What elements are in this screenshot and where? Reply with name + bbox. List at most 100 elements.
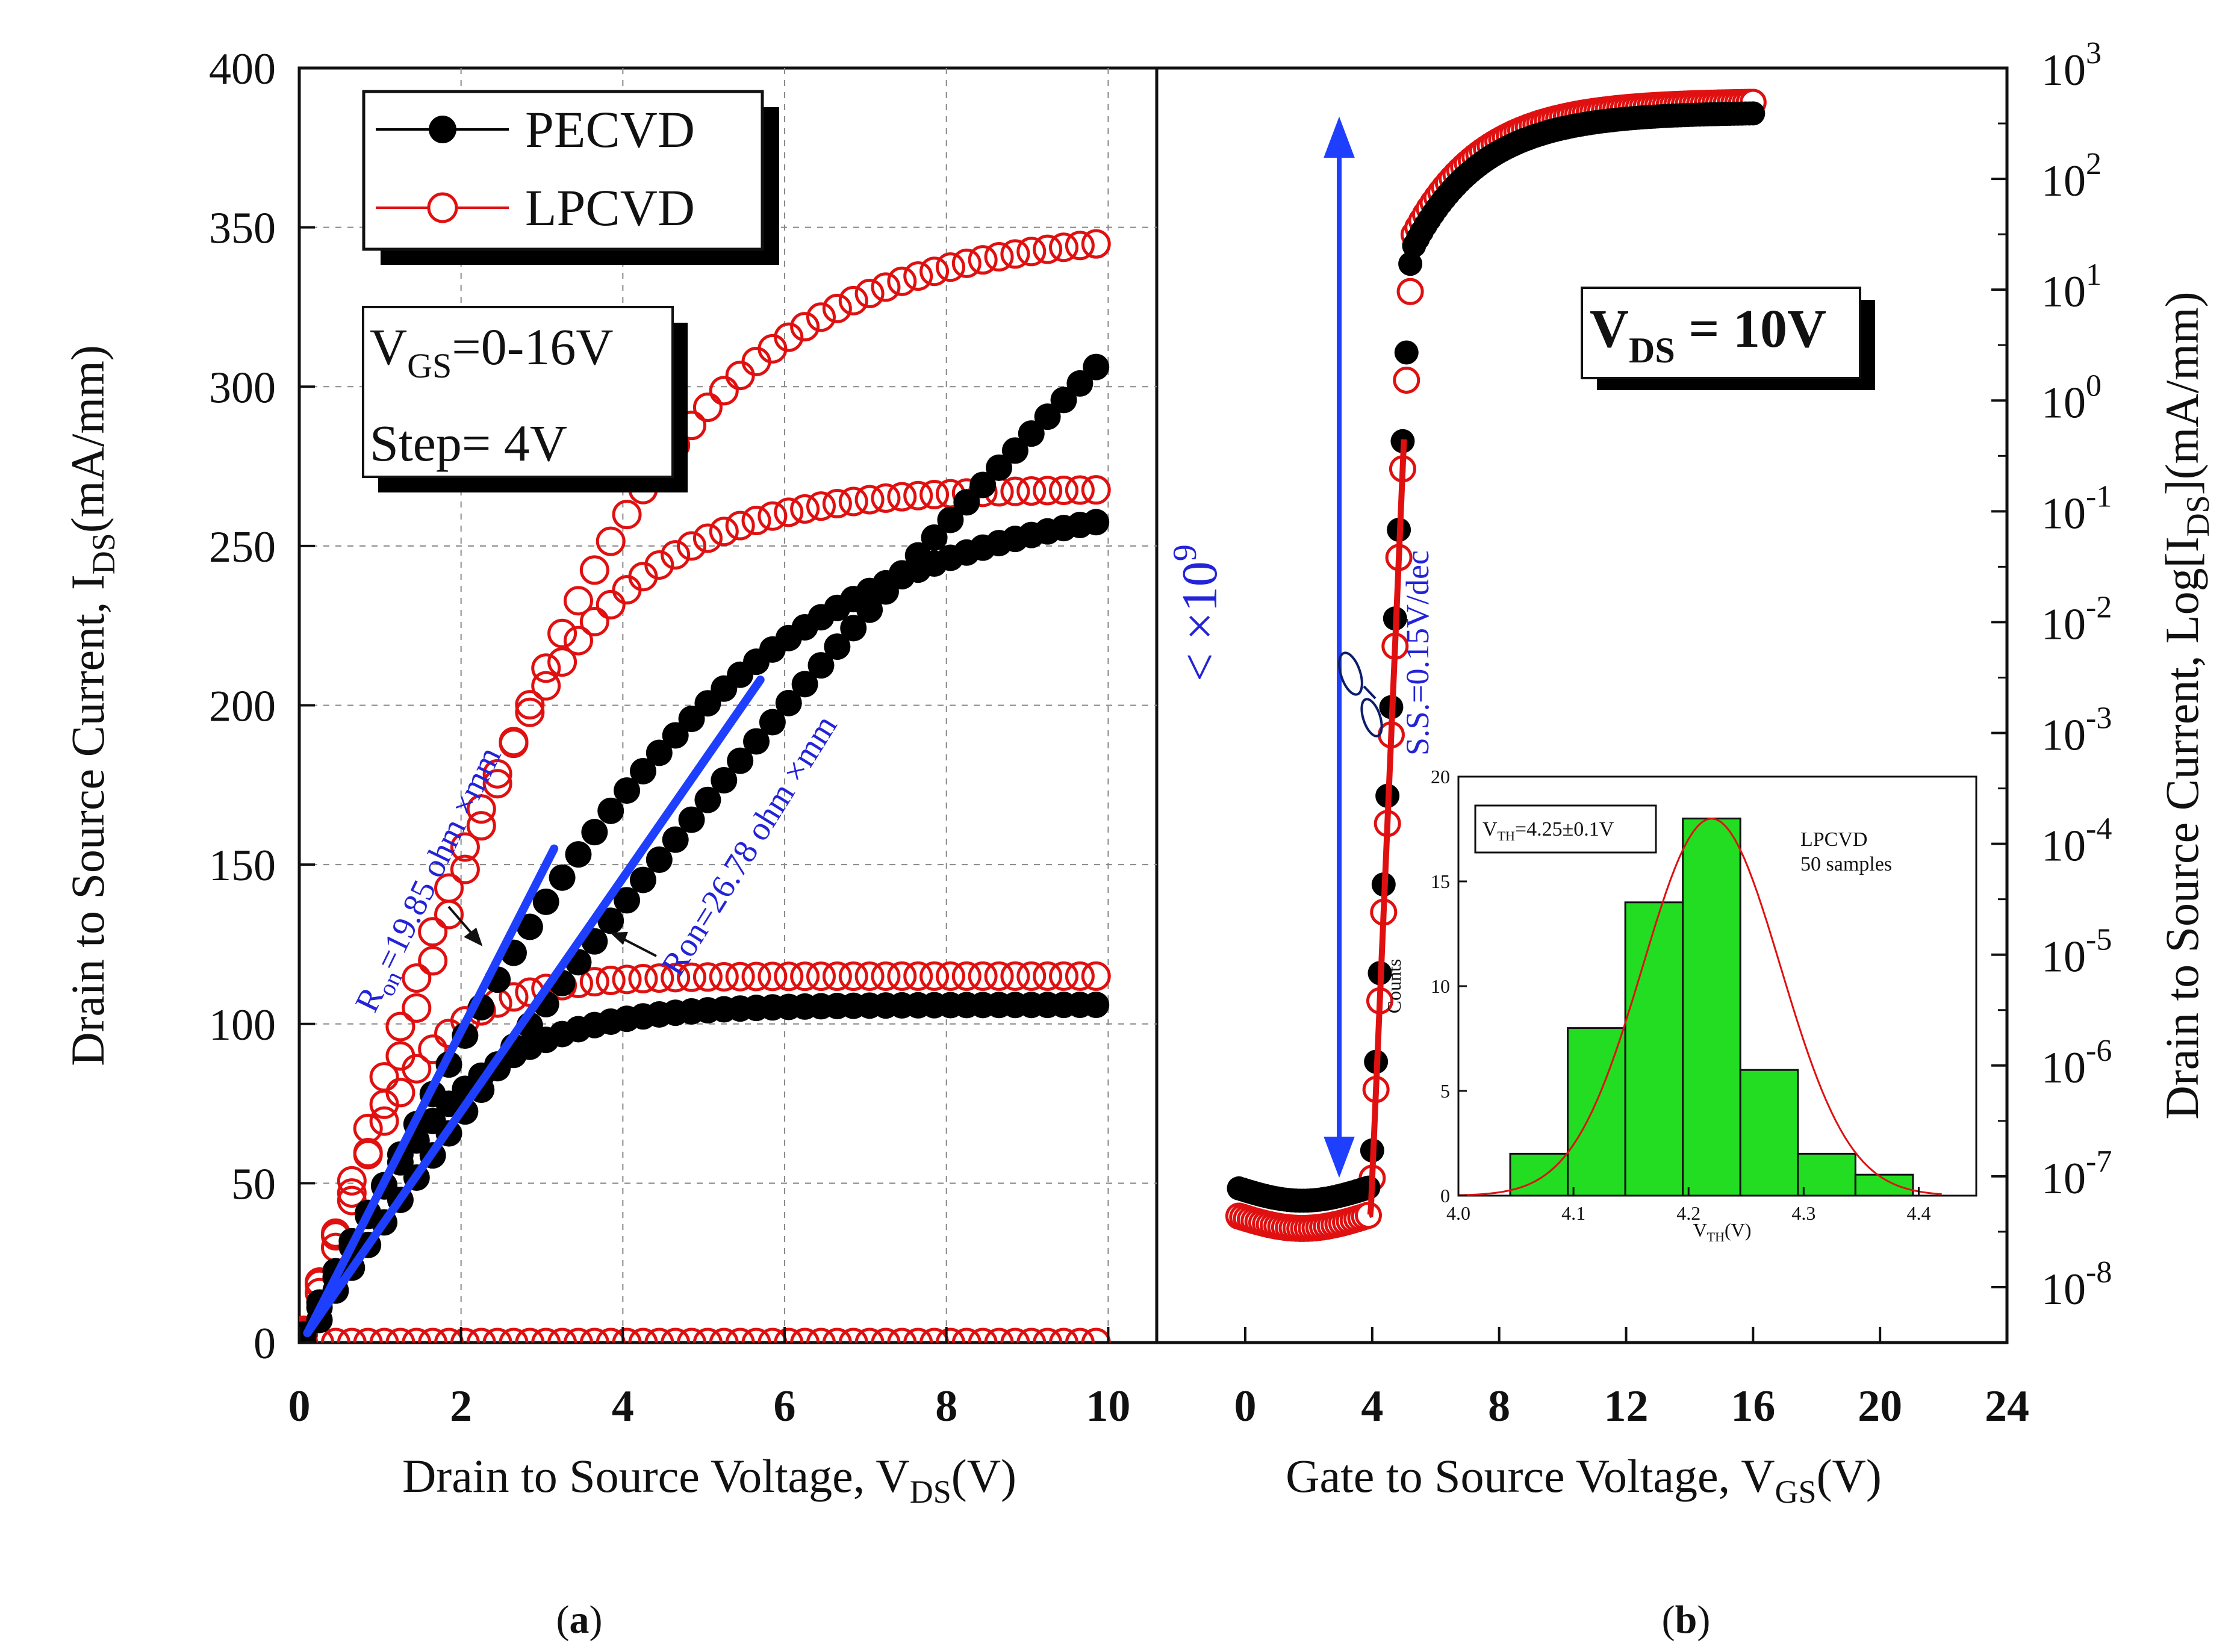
data-point: [450, 832, 480, 862]
ss-marker: [1338, 651, 1383, 738]
data-point: [531, 1328, 561, 1343]
data-point: [369, 1106, 399, 1136]
data-point: [709, 376, 739, 406]
y-tick-label: 400: [209, 45, 276, 94]
data-point: [758, 961, 788, 992]
data-point: [806, 961, 836, 992]
data-point: [466, 811, 496, 841]
data-point: [418, 946, 448, 976]
ss-label: S.S.=0.15V/dec: [1399, 550, 1436, 756]
data-point: [646, 739, 673, 766]
gaussian-fit-curve: [1458, 818, 1942, 1196]
data-point: [1393, 367, 1420, 394]
y-tick-label: 102: [2041, 147, 2102, 206]
data-point: [549, 864, 576, 891]
pecvd-fit: [303, 675, 765, 1338]
data-point: [903, 480, 933, 511]
data-point: [677, 962, 707, 992]
vds-condition-box: VDS = 10V: [1581, 287, 1875, 390]
data-point: [903, 261, 933, 291]
data-point: [871, 483, 901, 513]
data-point: [790, 312, 820, 342]
data-point: [838, 486, 868, 517]
data-point: [614, 887, 641, 914]
plot-a-grid: [299, 68, 1157, 1343]
data-point: [854, 961, 885, 991]
data-point: [596, 589, 626, 620]
histogram-bar: [1797, 1152, 1856, 1197]
data-point: [1083, 509, 1110, 536]
y-tick-label: 10-7: [2041, 1144, 2112, 1203]
data-point: [482, 769, 512, 799]
histogram-bar: [1739, 1069, 1799, 1197]
data-point: [1356, 1175, 1381, 1200]
data-point: [919, 480, 950, 510]
data-point: [596, 1328, 626, 1343]
svg-text:Step= 4V: Step= 4V: [370, 414, 567, 472]
x-tick-label: 2: [450, 1382, 472, 1431]
data-point: [515, 690, 545, 720]
data-point: [662, 826, 689, 853]
inset-y-tick-label: 15: [1431, 871, 1450, 892]
data-point: [677, 1328, 707, 1343]
data-point: [612, 964, 642, 995]
data-point: [662, 722, 689, 749]
data-point: [791, 671, 818, 698]
plot-b-xlabel: Gate to Source Voltage, VGS(V): [1286, 1450, 1882, 1510]
data-point: [790, 494, 820, 524]
plot-b-series: [1225, 88, 1767, 1242]
data-point: [1049, 1328, 1079, 1343]
y-tick-label: 10-2: [2041, 590, 2112, 649]
data-point: [1081, 475, 1111, 505]
data-point: [806, 491, 836, 521]
inset-x-tick-label: 4.1: [1561, 1202, 1585, 1224]
data-point: [692, 393, 723, 423]
x-tick-label: 0: [1234, 1382, 1257, 1431]
data-point: [563, 586, 593, 616]
data-point: [854, 485, 885, 515]
data-point: [434, 1328, 464, 1343]
data-point: [692, 962, 723, 992]
histogram-bar: [1854, 1173, 1914, 1197]
data-point: [337, 1178, 367, 1208]
data-point: [418, 1034, 448, 1064]
data-point: [871, 1328, 901, 1343]
y-tick-label: 0: [254, 1319, 276, 1368]
data-point: [515, 697, 545, 727]
data-point: [337, 1166, 367, 1196]
data-point: [678, 806, 705, 833]
data-point: [854, 1328, 885, 1343]
data-point: [887, 1328, 917, 1343]
data-point: [709, 1328, 739, 1343]
data-point: [597, 907, 624, 934]
data-point: [402, 993, 432, 1023]
data-point: [385, 1328, 415, 1343]
data-point: [547, 647, 577, 677]
data-point: [871, 272, 901, 302]
data-point: [596, 965, 626, 995]
x-tick-label: 10: [1086, 1382, 1130, 1431]
data-point: [612, 500, 642, 530]
data-point: [1018, 420, 1045, 447]
data-point: [694, 786, 721, 813]
data-point: [709, 961, 739, 992]
x-tick-label: 20: [1858, 1382, 1902, 1431]
data-point: [968, 1328, 998, 1343]
data-point: [1016, 1328, 1047, 1343]
data-point: [822, 961, 852, 992]
data-point: [871, 961, 901, 991]
data-point: [1083, 353, 1110, 380]
data-point: [597, 797, 624, 824]
data-point: [758, 501, 788, 531]
subthreshold-trace: [1367, 439, 1407, 1219]
vth-label-box: [1474, 804, 1657, 854]
data-point: [1081, 961, 1111, 991]
histogram-bar: [1509, 1152, 1569, 1197]
data-point: [951, 1328, 982, 1343]
y-tick-label: 10-1: [2041, 479, 2112, 538]
data-point: [806, 302, 836, 332]
data-point: [1049, 961, 1079, 991]
data-point: [935, 1328, 965, 1343]
y-tick-label: 100: [209, 1001, 276, 1050]
data-point: [1000, 1328, 1030, 1343]
